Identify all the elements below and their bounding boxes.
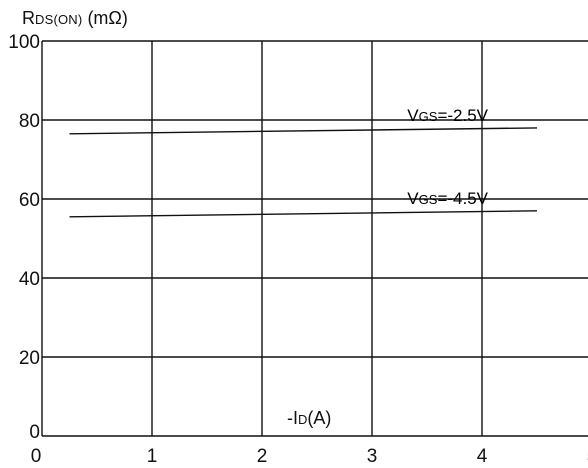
series-line-1	[69, 210, 538, 218]
y-tick-label-0: 0	[29, 422, 40, 443]
series-label-0-value: =-2.5V	[437, 106, 488, 125]
series-label-0-sub: GS	[419, 109, 438, 124]
y-axis-label-unit: (mΩ)	[87, 8, 128, 28]
series-label-1: VGS=-4.5V	[407, 189, 488, 208]
series-label-1-main: V	[407, 189, 419, 208]
chart-ticks: 0 20 40 60 80 100 0 1 2 3 4 5	[8, 32, 588, 467]
x-tick-label-0: 0	[31, 446, 42, 467]
series-label-0-main: V	[407, 106, 419, 125]
x-axis-label-subscript: D	[298, 412, 307, 427]
y-tick-label-80: 80	[19, 111, 40, 132]
series-label-1-value: =-4.5V	[437, 189, 488, 208]
chart-grid	[41, 40, 588, 437]
y-axis-label-symbol: R	[22, 8, 35, 28]
y-tick-label-100: 100	[8, 32, 40, 53]
x-axis-label-prefix: -I	[287, 408, 298, 428]
x-tick-label-2: 2	[257, 446, 268, 467]
y-tick-label-40: 40	[19, 269, 40, 290]
x-axis-label: -ID(A)	[287, 408, 331, 428]
series-label-0: VGS=-2.5V	[407, 106, 488, 125]
y-axis-label: RDS(ON) (mΩ)	[22, 8, 128, 29]
x-tick-label-4: 4	[477, 446, 488, 467]
x-tick-label-5: 5	[587, 446, 588, 467]
x-tick-label-1: 1	[147, 446, 158, 467]
x-tick-label-3: 3	[367, 446, 378, 467]
series-label-1-sub: GS	[419, 192, 438, 207]
x-axis-label-unit: (A)	[307, 408, 331, 428]
y-axis-label-subscript: DS(ON)	[35, 12, 83, 27]
y-tick-label-20: 20	[19, 348, 40, 369]
y-tick-label-60: 60	[19, 190, 40, 211]
series-line-0	[69, 127, 538, 135]
